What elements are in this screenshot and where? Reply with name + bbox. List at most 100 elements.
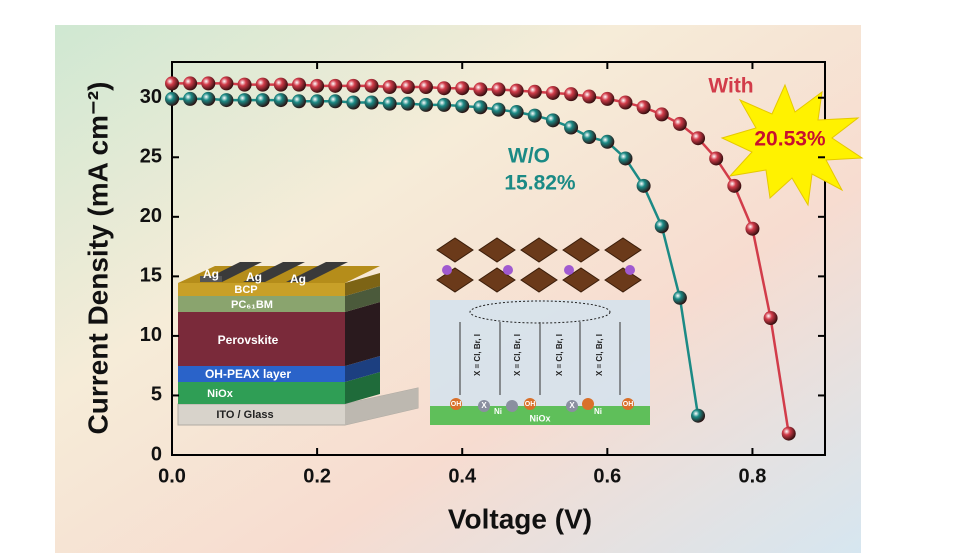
data-point (400, 80, 415, 95)
data-point (654, 107, 669, 122)
data-point (672, 116, 687, 131)
data-point (545, 85, 560, 100)
device-label: NiOx (207, 388, 234, 400)
device-label: Perovskite (218, 333, 279, 347)
data-point (273, 77, 288, 92)
data-point (255, 93, 270, 108)
data-point (437, 81, 452, 96)
device-schematic: Ag Ag Ag BCP PC₆₁BM Perovskite OH-PEAX l… (177, 262, 419, 426)
data-point (437, 97, 452, 112)
annotation: 15.82% (504, 172, 576, 195)
device-label: OH-PEAX layer (205, 367, 291, 381)
data-point (273, 93, 288, 108)
device-label: PC₆₁BM (231, 299, 273, 311)
data-point (237, 77, 252, 92)
data-point (618, 95, 633, 110)
data-point (709, 151, 724, 166)
data-point (291, 94, 306, 109)
data-point (745, 221, 760, 236)
data-point (618, 151, 633, 166)
data-point (346, 78, 361, 93)
series-label: With (708, 75, 753, 98)
device-label: Ag (290, 272, 306, 286)
data-point (491, 82, 506, 97)
data-point (636, 178, 651, 193)
interface-label: NiOx (529, 413, 550, 423)
data-point (636, 100, 651, 115)
y-axis-title: Current Density (mA cm⁻²) (82, 82, 113, 435)
data-point (600, 91, 615, 106)
data-point (310, 78, 325, 93)
data-point (291, 77, 306, 92)
interface-label: Ni (594, 407, 602, 416)
interface-label: OH (623, 401, 634, 408)
data-point (781, 426, 796, 441)
data-point (691, 408, 706, 423)
data-point (455, 99, 470, 114)
data-point (582, 130, 597, 145)
data-point (364, 95, 379, 110)
data-point (527, 108, 542, 123)
data-point (183, 91, 198, 106)
y-tick-label: 15 (140, 265, 162, 287)
x-tick-label: 0.4 (448, 465, 477, 487)
y-tick-label: 25 (140, 146, 162, 168)
x-tick-label: 0.8 (739, 465, 767, 487)
interface-label: X = Cl, Br, I (473, 334, 482, 376)
data-point (654, 219, 669, 234)
data-point (473, 100, 488, 115)
data-point (183, 76, 198, 91)
data-point (727, 178, 742, 193)
data-point (672, 290, 687, 305)
data-point (600, 134, 615, 149)
data-point (418, 97, 433, 112)
data-point (400, 96, 415, 111)
data-point (382, 96, 397, 111)
data-point (473, 82, 488, 97)
y-tick-label: 0 (151, 443, 162, 465)
device-label: Ag (203, 267, 219, 281)
device-label: BCP (234, 284, 257, 296)
data-point (763, 311, 778, 326)
annotation: 20.53% (754, 128, 826, 151)
data-point (545, 113, 560, 128)
y-tick-label: 20 (140, 205, 162, 227)
x-tick-label: 0.0 (158, 465, 186, 487)
interface-label: OH (451, 401, 462, 408)
y-tick-label: 30 (140, 86, 162, 108)
data-point (564, 120, 579, 135)
data-point (201, 91, 216, 106)
x-tick-label: 0.2 (303, 465, 331, 487)
interface-label: OH (525, 401, 536, 408)
data-point (237, 93, 252, 108)
data-point (582, 89, 597, 104)
interface-label: X = Cl, Br, I (595, 334, 604, 376)
data-point (201, 76, 216, 91)
data-point (219, 76, 234, 91)
data-point (455, 81, 470, 96)
data-point (165, 76, 179, 91)
data-point (364, 78, 379, 93)
data-point (328, 94, 343, 109)
data-point (509, 105, 524, 120)
data-point (509, 83, 524, 98)
x-tick-label: 0.6 (593, 465, 621, 487)
device-label: Ag (246, 270, 262, 284)
data-point (219, 93, 234, 108)
data-point (691, 131, 706, 146)
data-point (564, 87, 579, 102)
data-point (418, 80, 433, 95)
y-tick-label: 10 (140, 324, 162, 346)
data-point (382, 80, 397, 95)
plot-frame (171, 61, 826, 456)
series-label: W/O (508, 145, 550, 168)
data-point (491, 102, 506, 117)
y-tick-label: 5 (151, 384, 162, 406)
x-axis-title: Voltage (V) (448, 503, 592, 534)
data-point (527, 84, 542, 99)
interface-label: X = Cl, Br, I (555, 334, 564, 376)
interface-label: X = Cl, Br, I (513, 334, 522, 376)
data-point (346, 95, 361, 110)
interface-label: Ni (494, 407, 502, 416)
